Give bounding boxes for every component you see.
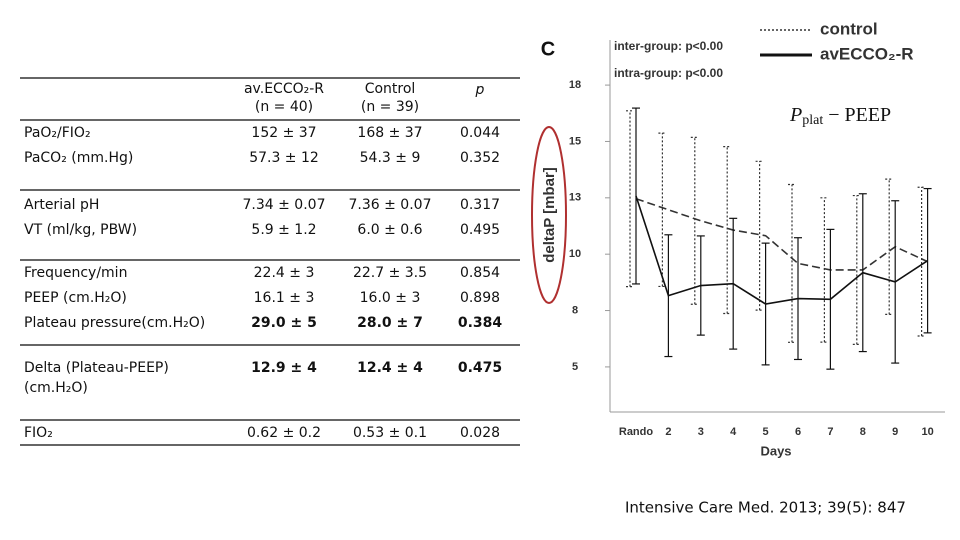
cell: 7.36 ± 0.07 <box>349 197 432 213</box>
cell: 0.044 <box>460 125 500 141</box>
cell: 0.495 <box>460 222 500 238</box>
cell: 0.384 <box>458 315 503 331</box>
series-line <box>635 197 928 271</box>
y-tick-label: 5 <box>572 361 578 373</box>
x-tick-label: 10 <box>921 426 933 438</box>
annotation: inter-group: p<0.00 <box>614 39 723 53</box>
x-tick-label: 8 <box>860 426 866 438</box>
x-axis-label: Days <box>760 443 791 458</box>
annotation: intra-group: p<0.00 <box>614 66 723 80</box>
column-header: p <box>475 82 485 98</box>
cell: 5.9 ± 1.2 <box>251 222 316 238</box>
cell: 22.4 ± 3 <box>254 265 315 281</box>
column-header: (n = 40) <box>255 99 313 115</box>
cell: 54.3 ± 9 <box>360 150 421 166</box>
legend-label: avECCO₂-R <box>820 44 914 63</box>
cell: 7.34 ± 0.07 <box>243 197 326 213</box>
column-header: Control <box>365 81 416 97</box>
row-label-line: (cm.H₂O) <box>24 380 88 396</box>
legend-label: control <box>820 19 878 38</box>
formula-symbol: P <box>789 104 802 126</box>
y-tick-label: 10 <box>569 248 581 260</box>
y-axis-label: deltaP [mbar] <box>541 167 558 263</box>
cell: 0.898 <box>460 290 500 306</box>
formula: Pplat − PEEP <box>789 104 891 129</box>
row-label: PaCO₂ (mm.Hg) <box>24 150 133 166</box>
x-tick-label: 9 <box>892 426 898 438</box>
series-line <box>635 195 929 305</box>
cell: 0.62 ± 0.2 <box>247 425 321 441</box>
cell: 28.0 ± 7 <box>357 315 423 331</box>
cell: 12.4 ± 4 <box>357 360 423 376</box>
cell: 16.0 ± 3 <box>360 290 421 306</box>
x-tick-label: 2 <box>665 426 671 438</box>
cell: 152 ± 37 <box>251 125 316 141</box>
formula-rest: − PEEP <box>823 104 891 126</box>
x-tick-label: 7 <box>827 426 833 438</box>
formula-subscript: plat <box>802 113 823 128</box>
row-label: PEEP (cm.H₂O) <box>24 290 127 306</box>
row-label: PaO₂/FIO₂ <box>24 125 91 141</box>
x-tick-label: 6 <box>795 426 801 438</box>
row-label: FIO₂ <box>24 425 53 441</box>
cell: 168 ± 37 <box>357 125 422 141</box>
y-tick-label: 13 <box>569 192 581 204</box>
x-tick-label: 4 <box>730 426 737 438</box>
row-label: Delta (Plateau-PEEP) (cm.H₂O) <box>24 360 169 396</box>
cell: 0.028 <box>460 425 500 441</box>
cell: 0.317 <box>460 197 500 213</box>
cell: 57.3 ± 12 <box>249 150 319 166</box>
y-tick-label: 8 <box>572 304 578 316</box>
cell: 0.352 <box>460 150 500 166</box>
cell: 0.475 <box>458 360 502 376</box>
cell: 0.53 ± 0.1 <box>353 425 427 441</box>
cell: 29.0 ± 5 <box>251 315 317 331</box>
x-tick-label: Rando <box>619 426 654 438</box>
y-tick-label: 18 <box>569 79 581 91</box>
cell: 0.854 <box>460 265 500 281</box>
cell: 6.0 ± 0.6 <box>357 222 422 238</box>
row-label: VT (ml/kg, PBW) <box>24 222 137 238</box>
row-label: Arterial pH <box>24 197 99 213</box>
column-header: av.ECCO₂-R <box>244 81 324 97</box>
row-label: Frequency/min <box>24 265 127 281</box>
x-tick-label: 5 <box>763 426 769 438</box>
highlight-ellipse <box>531 126 567 304</box>
cell: 12.9 ± 4 <box>251 360 317 376</box>
source: Intensive Care Med. 2013; 39(5): 847 <box>625 499 906 517</box>
row-label-line: Delta (Plateau-PEEP) <box>24 360 169 376</box>
cell: 16.1 ± 3 <box>254 290 315 306</box>
row-label: Plateau pressure(cm.H₂O) <box>24 315 205 331</box>
panel-label: C <box>541 38 555 60</box>
y-tick-label: 15 <box>569 135 581 147</box>
x-tick-label: 3 <box>698 426 704 438</box>
column-header: (n = 39) <box>361 99 419 115</box>
cell: 22.7 ± 3.5 <box>353 265 427 281</box>
